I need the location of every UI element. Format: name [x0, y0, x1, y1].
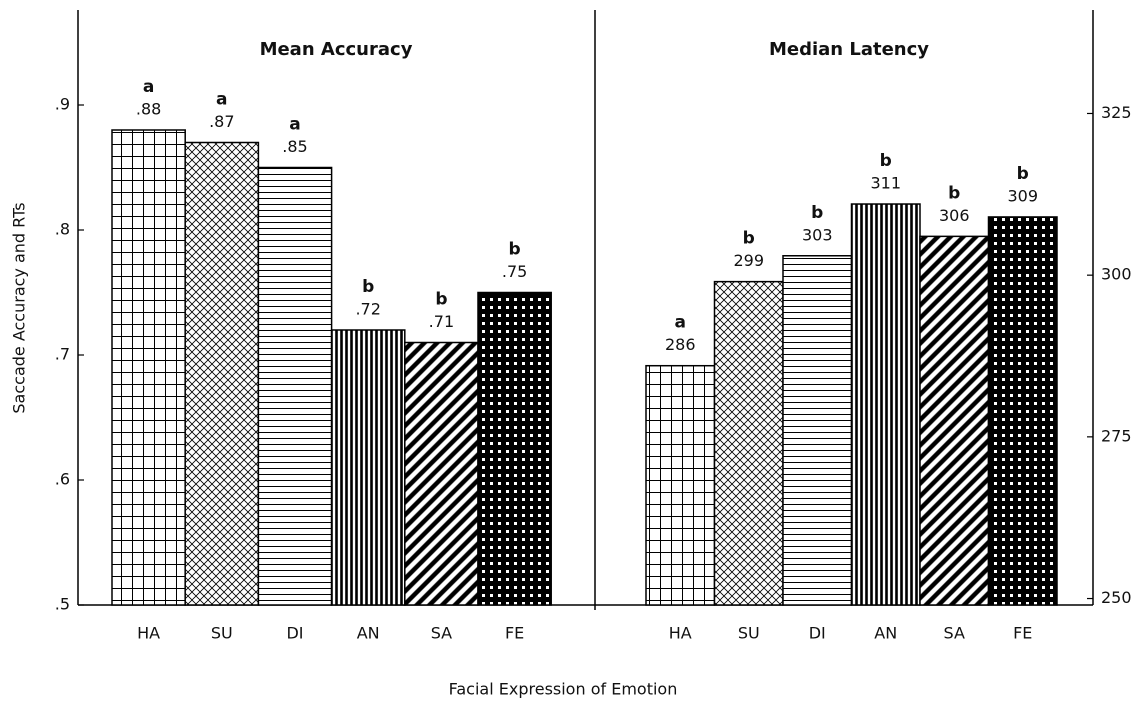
y-tick-label: 300 — [1101, 265, 1132, 284]
x-tick-label: DI — [286, 624, 303, 643]
x-tick-label: SU — [211, 624, 233, 643]
bar — [850, 203, 921, 606]
y-tick-label: .9 — [55, 95, 70, 114]
value-label: 299 — [733, 251, 764, 270]
x-tick-label: FE — [505, 624, 524, 643]
bar — [782, 255, 853, 606]
value-label: .88 — [136, 100, 161, 119]
x-tick-label: AN — [357, 624, 380, 643]
x-axis-label: Facial Expression of Emotion — [449, 680, 678, 699]
value-label: 309 — [1007, 186, 1038, 205]
value-label: .75 — [502, 262, 527, 281]
significance-letter: b — [509, 240, 521, 260]
bar — [477, 291, 552, 606]
x-tick-label: SA — [431, 624, 452, 643]
value-label: 306 — [939, 206, 970, 225]
panel-title: Mean Accuracy — [260, 39, 413, 60]
value-label: 286 — [665, 335, 696, 354]
y-tick-label: .5 — [55, 595, 70, 614]
significance-letter: a — [289, 115, 300, 135]
bar — [330, 329, 406, 606]
value-label: .87 — [209, 112, 234, 131]
x-tick-label: SU — [738, 624, 760, 643]
y-axis-label: Saccade Accuracy and RTs — [10, 202, 29, 413]
panel-title: Median Latency — [769, 39, 929, 60]
y-tick-label: .7 — [55, 345, 70, 364]
x-tick-label: DI — [809, 624, 826, 643]
significance-letter: b — [435, 290, 447, 310]
x-tick-label: SA — [944, 624, 965, 643]
x-tick-label: HA — [137, 624, 160, 643]
x-tick-label: AN — [874, 624, 897, 643]
y-tick-label: .6 — [55, 470, 70, 489]
value-label: .72 — [355, 300, 380, 319]
significance-letter: b — [362, 277, 374, 297]
bar — [713, 280, 784, 606]
value-label: .85 — [282, 137, 307, 156]
bar — [111, 129, 186, 606]
y-tick-label: .8 — [55, 220, 70, 239]
value-label: 303 — [802, 225, 833, 244]
y-tick-label: 275 — [1101, 426, 1132, 445]
value-label: 311 — [870, 174, 901, 193]
bar — [184, 141, 260, 606]
bar — [987, 216, 1058, 606]
bar — [404, 341, 479, 606]
bar — [919, 235, 990, 606]
significance-letter: b — [880, 151, 892, 171]
significance-letter: a — [216, 90, 227, 110]
bar — [257, 166, 333, 606]
y-tick-label: 325 — [1101, 103, 1132, 122]
significance-letter: a — [675, 313, 686, 333]
significance-letter: b — [1017, 164, 1029, 184]
x-tick-label: FE — [1013, 624, 1032, 643]
significance-letter: b — [743, 229, 755, 249]
bar — [645, 364, 716, 606]
significance-letter: b — [811, 203, 823, 223]
significance-letter: b — [948, 183, 960, 203]
significance-letter: a — [143, 77, 154, 97]
x-tick-label: HA — [669, 624, 692, 643]
value-label: .71 — [429, 312, 454, 331]
y-tick-label: 250 — [1101, 588, 1132, 607]
